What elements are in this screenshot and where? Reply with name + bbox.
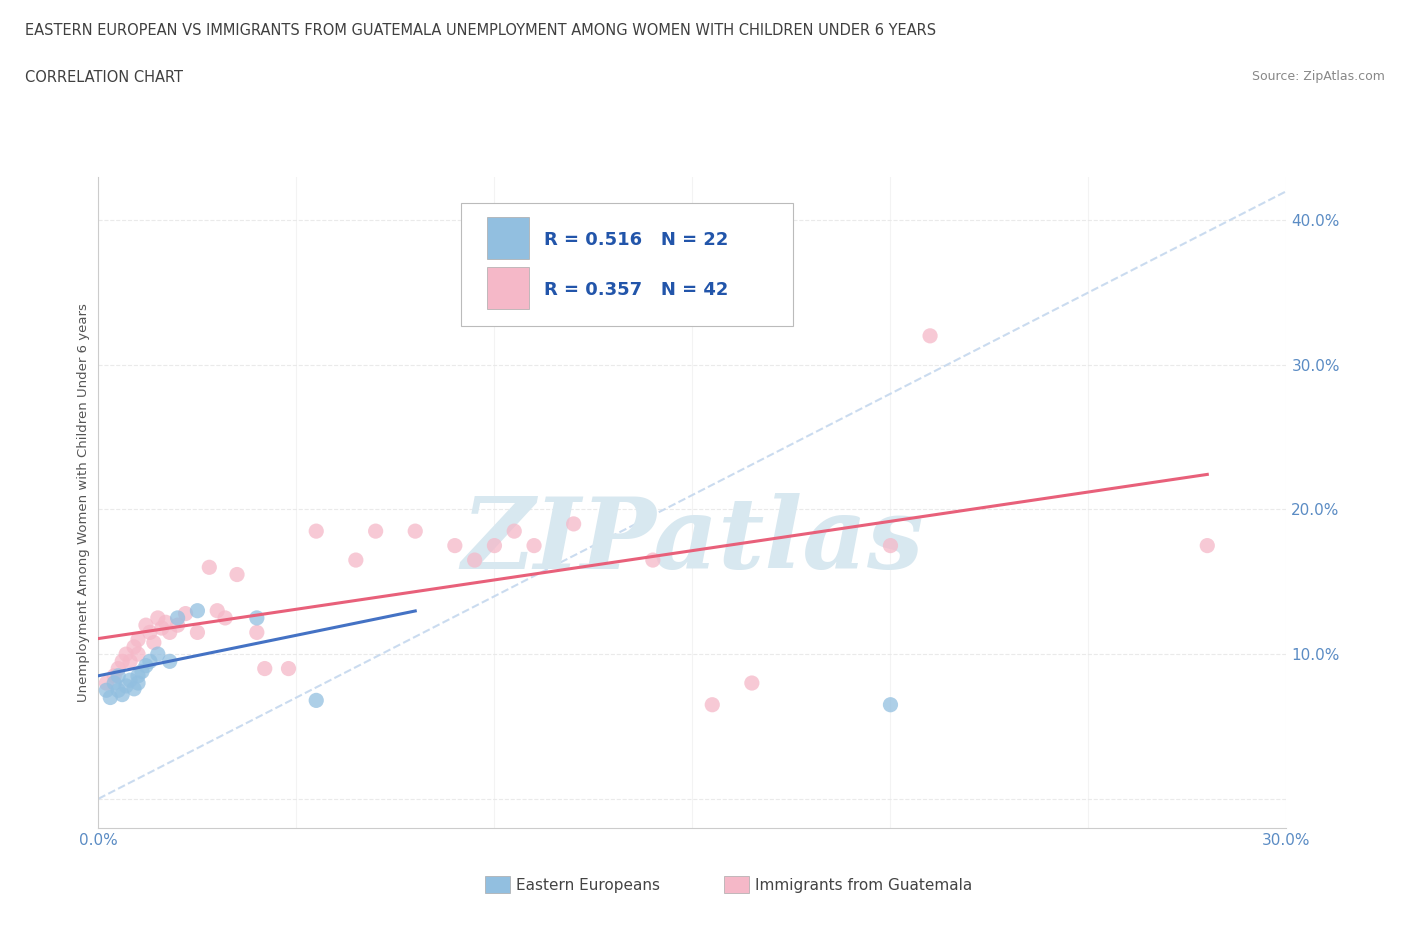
Bar [486, 267, 529, 309]
Text: CORRELATION CHART: CORRELATION CHART [25, 70, 183, 85]
Point [174, 606, 197, 621]
Point [96, 675, 118, 690]
Point [115, 646, 138, 661]
Text: ZIPatlas: ZIPatlas [461, 493, 924, 590]
Point [741, 675, 763, 690]
Point [523, 538, 546, 553]
Point [503, 524, 526, 538]
Point [246, 625, 269, 640]
Point [96, 683, 118, 698]
Text: R = 0.357   N = 42: R = 0.357 N = 42 [544, 281, 728, 299]
Point [115, 679, 138, 694]
Point [159, 654, 181, 669]
Point [107, 683, 129, 698]
Point [131, 664, 153, 679]
Point [146, 646, 169, 661]
Point [879, 538, 901, 553]
Point [122, 682, 145, 697]
Point [166, 618, 188, 632]
Point [253, 661, 276, 676]
Point [98, 690, 121, 705]
Point [207, 604, 229, 618]
Point [111, 654, 134, 669]
Point [186, 625, 208, 640]
Point [484, 538, 506, 553]
Point [879, 698, 901, 712]
Point [277, 661, 299, 676]
Point [920, 328, 942, 343]
Text: EASTERN EUROPEAN VS IMMIGRANTS FROM GUATEMALA UNEMPLOYMENT AMONG WOMEN WITH CHIL: EASTERN EUROPEAN VS IMMIGRANTS FROM GUAT… [25, 23, 936, 38]
Point [107, 661, 129, 676]
Text: Immigrants from Guatemala: Immigrants from Guatemala [755, 878, 973, 893]
Point [344, 552, 367, 567]
Bar [486, 217, 529, 259]
Point [444, 538, 467, 553]
Point [159, 625, 181, 640]
Point [364, 524, 387, 538]
Point [150, 620, 173, 635]
Point [103, 669, 125, 684]
Point [111, 687, 134, 702]
Point [305, 524, 328, 538]
Point [562, 516, 585, 531]
Point [166, 610, 188, 625]
Point [1197, 538, 1219, 553]
FancyBboxPatch shape [461, 203, 793, 326]
Point [404, 524, 426, 538]
Text: Eastern Europeans: Eastern Europeans [516, 878, 659, 893]
Point [305, 693, 328, 708]
Point [127, 632, 149, 647]
Point [127, 669, 149, 684]
Point [127, 646, 149, 661]
Text: Source: ZipAtlas.com: Source: ZipAtlas.com [1251, 70, 1385, 83]
Point [135, 618, 157, 632]
Point [135, 658, 157, 673]
Point [142, 635, 165, 650]
Point [198, 560, 221, 575]
Y-axis label: Unemployment Among Women with Children Under 6 years: Unemployment Among Women with Children U… [77, 303, 90, 701]
Point [139, 625, 162, 640]
Point [246, 610, 269, 625]
Point [186, 604, 208, 618]
Text: R = 0.516   N = 22: R = 0.516 N = 22 [544, 232, 728, 249]
Point [641, 552, 664, 567]
Point [226, 567, 249, 582]
Point [139, 654, 162, 669]
Point [120, 654, 142, 669]
Point [127, 675, 149, 690]
Point [103, 675, 125, 690]
Point [602, 256, 624, 271]
Point [702, 698, 724, 712]
Point [464, 552, 486, 567]
Point [214, 610, 236, 625]
Point [120, 672, 142, 687]
Point [107, 669, 129, 684]
Point [122, 640, 145, 655]
Point [146, 610, 169, 625]
Point [155, 615, 177, 630]
